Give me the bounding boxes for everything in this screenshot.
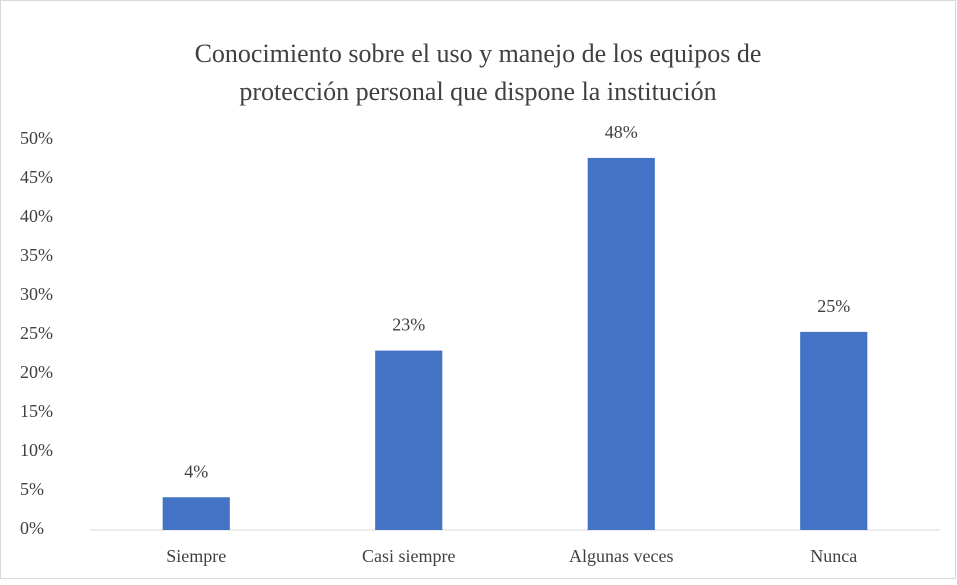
bar (800, 331, 868, 530)
bar (375, 350, 443, 530)
y-tick-label: 20% (20, 362, 53, 382)
x-tick-label: Siempre (166, 546, 226, 566)
data-label: 25% (817, 296, 850, 316)
x-tick-label: Algunas veces (569, 546, 673, 566)
y-tick-label: 35% (20, 245, 53, 265)
y-tick-label: 10% (20, 440, 53, 460)
y-tick-label: 15% (20, 401, 53, 421)
chart-title: protección personal que dispone la insti… (239, 77, 716, 106)
y-tick-label: 0% (20, 518, 44, 538)
chart-title: Conocimiento sobre el uso y manejo de lo… (195, 39, 762, 68)
y-tick-label: 25% (20, 323, 53, 343)
y-tick-label: 40% (20, 206, 53, 226)
x-tick-label: Casi siempre (362, 546, 455, 566)
y-tick-label: 50% (20, 128, 53, 148)
y-tick-label: 5% (20, 479, 44, 499)
data-label: 48% (605, 122, 638, 142)
bar (587, 157, 655, 530)
y-tick-label: 45% (20, 167, 53, 187)
y-tick-label: 30% (20, 284, 53, 304)
bar (162, 497, 230, 530)
x-tick-label: Nunca (810, 546, 857, 566)
data-label: 4% (184, 461, 208, 481)
data-label: 23% (392, 315, 425, 335)
